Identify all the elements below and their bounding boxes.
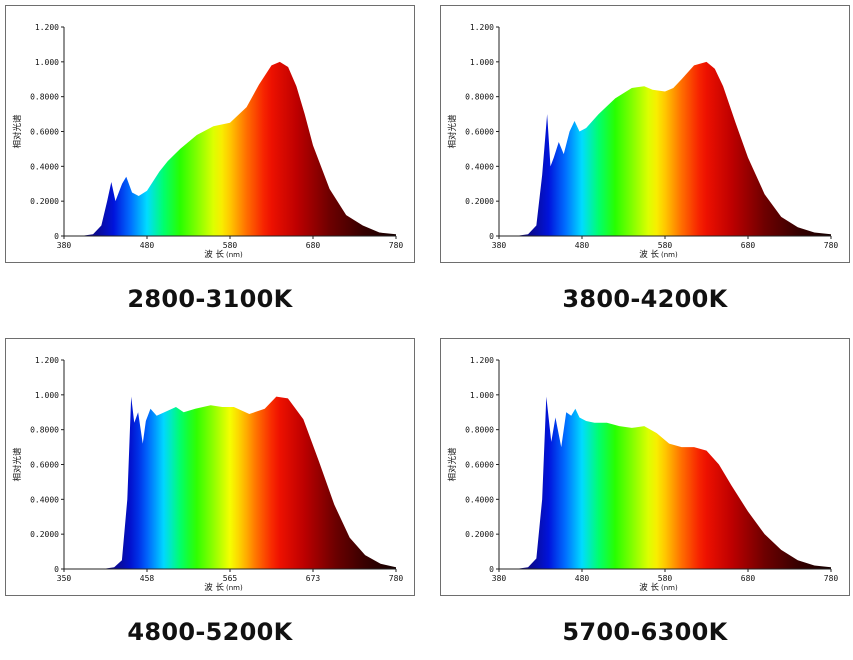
y-tick-label: 0.8000 [465,426,494,435]
x-tick-label: 780 [824,574,839,583]
x-tick-label: 565 [223,574,238,583]
chart-panel-1: 0 0.2000 0.4000 0.6000 0.8000 1.000 1.200 380 48… [5,5,417,327]
x-tick-label: 380 [492,241,507,250]
spectrum-chart: 0 0.2000 0.4000 0.6000 0.8000 1.000 1.200 380 48… [447,356,839,593]
chart-caption: 4800-5200K [127,618,293,646]
y-tick-label: 0.2000 [465,530,494,539]
chart-panel-2: 0 0.2000 0.4000 0.6000 0.8000 1.000 1.200 380 48… [440,5,852,327]
x-axis-unit: (nm) [226,584,243,592]
x-tick-label: 480 [575,574,590,583]
spectrum-chart: 0 0.2000 0.4000 0.6000 0.8000 1.000 1.200 380 48… [447,23,839,260]
y-tick-label: 0 [489,565,494,574]
y-tick-label: 1.000 [35,58,59,67]
y-tick-label: 0.4000 [30,162,59,171]
y-tick-label: 1.000 [470,58,494,67]
chart-frame: 0 0.2000 0.4000 0.6000 0.8000 1.000 1.200 380 48… [440,5,850,263]
chart-panel-4: 0 0.2000 0.4000 0.6000 0.8000 1.000 1.200 380 48… [440,338,852,660]
x-tick-label: 780 [824,241,839,250]
y-tick-label: 1.200 [35,356,59,365]
y-tick-label: 0.4000 [30,495,59,504]
chart-caption: 2800-3100K [127,285,293,313]
y-tick-label: 1.200 [470,356,494,365]
chart-frame: 0 0.2000 0.4000 0.6000 0.8000 1.000 1.200 350 45… [5,338,415,596]
spectrum-chart: 0 0.2000 0.4000 0.6000 0.8000 1.000 1.200 380 48… [12,23,404,260]
x-tick-label: 680 [306,241,321,250]
chart-caption: 3800-4200K [562,285,728,313]
x-axis-label: 波 长 [204,582,224,593]
x-axis-label: 波 长 [639,582,659,593]
x-tick-label: 458 [140,574,155,583]
spectrum-chart: 0 0.2000 0.4000 0.6000 0.8000 1.000 1.200 350 45… [12,356,404,593]
y-tick-label: 0.8000 [30,426,59,435]
y-axis-label: 相对光谱 [12,447,23,482]
y-tick-label: 0 [54,565,59,574]
x-tick-label: 780 [389,574,404,583]
y-tick-label: 0.6000 [465,128,494,137]
chart-panel-3: 0 0.2000 0.4000 0.6000 0.8000 1.000 1.200 350 45… [5,338,417,660]
spectrum-area [499,396,831,569]
x-tick-label: 580 [658,574,673,583]
spectrum-area [64,396,396,569]
y-tick-label: 1.000 [470,391,494,400]
spectrum-area [499,61,831,236]
y-tick-label: 0.4000 [465,495,494,504]
x-axis-unit: (nm) [661,251,678,259]
x-tick-label: 380 [492,574,507,583]
x-tick-label: 580 [223,241,238,250]
y-axis-label: 相对光谱 [447,447,458,482]
y-tick-label: 0 [489,232,494,241]
y-tick-label: 1.000 [35,391,59,400]
x-axis-label: 波 长 [204,249,224,260]
y-tick-label: 0.2000 [30,197,59,206]
y-tick-label: 0.4000 [465,162,494,171]
y-tick-label: 0.2000 [465,197,494,206]
y-tick-label: 1.200 [470,23,494,32]
y-tick-label: 0.6000 [30,461,59,470]
x-tick-label: 350 [57,574,72,583]
x-tick-label: 680 [741,574,756,583]
chart-frame: 0 0.2000 0.4000 0.6000 0.8000 1.000 1.200 380 48… [440,338,850,596]
chart-frame: 0 0.2000 0.4000 0.6000 0.8000 1.000 1.200 380 48… [5,5,415,263]
x-tick-label: 380 [57,241,72,250]
x-axis-unit: (nm) [661,584,678,592]
chart-caption: 5700-6300K [562,618,728,646]
y-axis-label: 相对光谱 [12,114,23,149]
x-tick-label: 580 [658,241,673,250]
y-tick-label: 0.6000 [30,128,59,137]
y-tick-label: 0 [54,232,59,241]
y-tick-label: 0.8000 [30,93,59,102]
x-tick-label: 673 [306,574,321,583]
y-tick-label: 0.6000 [465,461,494,470]
x-tick-label: 480 [140,241,155,250]
y-tick-label: 1.200 [35,23,59,32]
y-axis-label: 相对光谱 [447,114,458,149]
x-tick-label: 680 [741,241,756,250]
x-axis-label: 波 长 [639,249,659,260]
x-axis-unit: (nm) [226,251,243,259]
y-tick-label: 0.2000 [30,530,59,539]
x-tick-label: 480 [575,241,590,250]
spectrum-area [64,61,396,236]
x-tick-label: 780 [389,241,404,250]
y-tick-label: 0.8000 [465,93,494,102]
